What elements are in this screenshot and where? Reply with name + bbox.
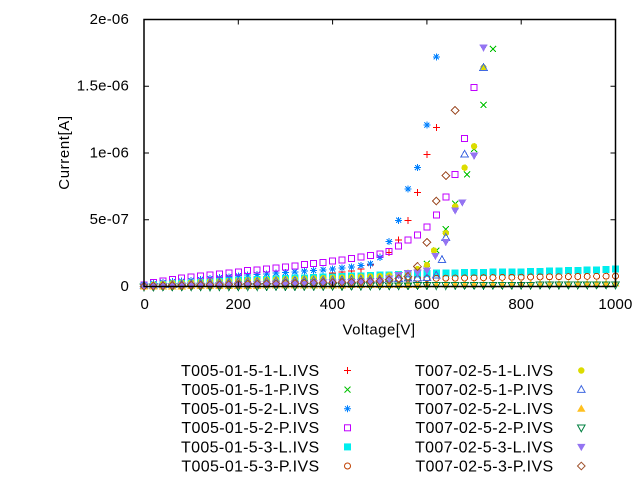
- svg-text:T005-01-5-2-P.IVS: T005-01-5-2-P.IVS: [181, 420, 319, 437]
- svg-text:5e-07: 5e-07: [90, 211, 129, 228]
- svg-text:600: 600: [414, 296, 440, 313]
- svg-text:2e-06: 2e-06: [90, 11, 129, 28]
- svg-text:Voltage[V]: Voltage[V]: [343, 322, 416, 339]
- svg-text:200: 200: [225, 296, 251, 313]
- svg-text:T005-01-5-2-L.IVS: T005-01-5-2-L.IVS: [181, 401, 319, 418]
- svg-text:T007-02-5-1-L.IVS: T007-02-5-1-L.IVS: [415, 363, 553, 380]
- svg-text:T005-01-5-3-P.IVS: T005-01-5-3-P.IVS: [181, 458, 319, 475]
- svg-text:1000: 1000: [598, 296, 632, 313]
- svg-text:1.5e-06: 1.5e-06: [77, 78, 129, 95]
- svg-text:800: 800: [508, 296, 534, 313]
- svg-text:T007-02-5-3-L.IVS: T007-02-5-3-L.IVS: [415, 439, 553, 456]
- svg-text:1e-06: 1e-06: [90, 144, 129, 161]
- svg-text:0: 0: [141, 296, 150, 313]
- svg-text:0: 0: [120, 278, 129, 295]
- svg-text:T007-02-5-3-P.IVS: T007-02-5-3-P.IVS: [415, 458, 553, 475]
- svg-text:400: 400: [320, 296, 346, 313]
- svg-text:T007-02-5-1-P.IVS: T007-02-5-1-P.IVS: [415, 382, 553, 399]
- svg-text:T007-02-5-2-P.IVS: T007-02-5-2-P.IVS: [415, 420, 553, 437]
- svg-text:T005-01-5-3-L.IVS: T005-01-5-3-L.IVS: [181, 439, 319, 456]
- svg-text:Current[A]: Current[A]: [56, 115, 73, 189]
- svg-text:T005-01-5-1-L.IVS: T005-01-5-1-L.IVS: [181, 363, 319, 380]
- svg-text:T007-02-5-2-L.IVS: T007-02-5-2-L.IVS: [415, 401, 553, 418]
- svg-text:T005-01-5-1-P.IVS: T005-01-5-1-P.IVS: [181, 382, 319, 399]
